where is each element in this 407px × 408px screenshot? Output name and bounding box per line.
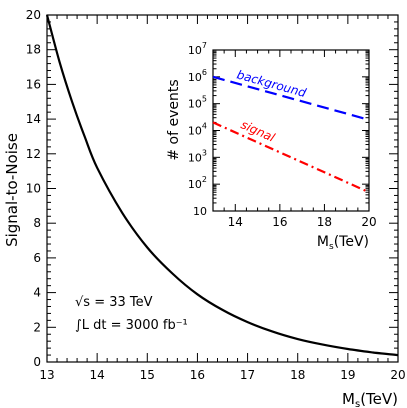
y-tick-label: 16 (26, 77, 41, 91)
inset-y-tick-label: 104 (188, 122, 207, 138)
y-tick-label: 4 (33, 286, 41, 300)
inset-x-axis-title-unit: (TeV) (334, 234, 369, 250)
inset-y-tick-label: 102 (188, 175, 207, 191)
inset-x-tick-label: 20 (361, 215, 376, 229)
y-tick-label: 14 (26, 112, 41, 126)
x-tick-label: 19 (340, 368, 355, 382)
inset-y-tick-label: 10 (193, 205, 207, 218)
y-axis-title: Signal-to-Noise (3, 133, 21, 247)
inset-y-tick-base: 10 (188, 44, 202, 57)
x-tick-label: 13 (39, 368, 54, 382)
signal-to-noise-curve (45, 14, 399, 357)
inset-y-tick-label: 106 (188, 68, 207, 84)
inset-y-tick-exponent: 6 (202, 68, 207, 77)
inset-y-tick-base: 10 (193, 205, 207, 218)
inset-x-tick-label: 14 (228, 215, 243, 229)
inset-y-tick-label: 103 (188, 148, 207, 164)
inset-y-tick-exponent: 2 (202, 175, 207, 184)
inset-y-tick-label: 107 (188, 41, 207, 57)
inset-y-tick-base: 10 (188, 98, 202, 111)
inset-y-axis-title: # of events (166, 79, 182, 160)
x-tick-label: 15 (140, 368, 155, 382)
inset-y-tick-exponent: 7 (202, 41, 207, 50)
x-tick-label: 20 (390, 368, 405, 382)
y-tick-label: 18 (26, 43, 41, 57)
inset-x-axis-title: Ms(TeV) (317, 234, 369, 252)
y-tick-label: 0 (33, 355, 41, 369)
x-tick-label: 18 (290, 368, 305, 382)
y-tick-label: 10 (26, 182, 41, 196)
x-axis-title-sub: s (355, 399, 360, 408)
inset-y-tick-base: 10 (188, 71, 202, 84)
x-tick-label: 16 (190, 368, 205, 382)
inset-x-tick-label: 18 (317, 215, 332, 229)
annotation-energy: √s = 33 TeV (75, 295, 153, 310)
y-tick-label: 2 (33, 320, 41, 334)
inset-y-tick-exponent: 4 (202, 122, 207, 131)
x-axis-title: Ms(TeV) (342, 390, 398, 408)
y-tick-label: 6 (33, 251, 41, 265)
inset-x-axis-title-main: M (317, 234, 329, 250)
x-axis-title-main: M (342, 390, 355, 408)
inset-y-tick-base: 10 (188, 125, 202, 138)
inset-y-tick-label: 105 (188, 95, 207, 111)
inset-x-tick-label: 16 (272, 215, 287, 229)
background-line (212, 75, 370, 121)
annotation-luminosity: ∫L dt = 3000 fb⁻¹ (75, 318, 188, 333)
x-tick-label: 14 (90, 368, 105, 382)
inset-y-tick-base: 10 (188, 178, 202, 191)
inset-y-tick-exponent: 5 (202, 95, 207, 104)
inset-y-tick-base: 10 (188, 151, 202, 164)
y-tick-label: 12 (26, 147, 41, 161)
y-tick-label: 8 (33, 216, 41, 230)
main-chart: 13 14 15 16 17 18 19 20 0 2 4 6 8 10 12 14 16 18 20 Signal-… (3, 8, 406, 408)
x-axis-title-unit: (TeV) (360, 390, 398, 408)
x-tick-label: 17 (240, 368, 255, 382)
inset-x-axis-title-sub: s (329, 242, 334, 252)
y-tick-label: 20 (26, 8, 41, 22)
inset-y-tick-exponent: 3 (202, 148, 207, 157)
